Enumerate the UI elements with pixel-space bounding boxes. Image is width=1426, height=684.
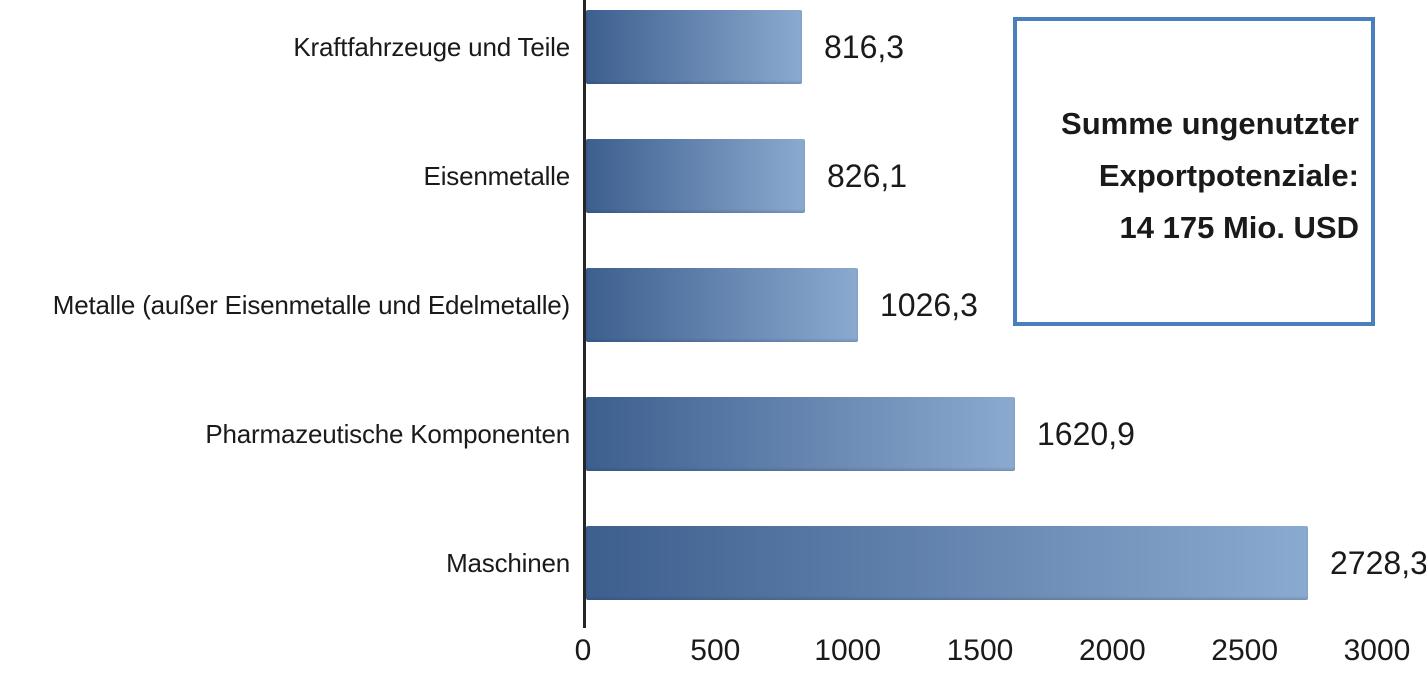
value-label: 816,3 bbox=[824, 28, 905, 65]
annotation-line-1: Summe ungenutzter bbox=[1061, 105, 1359, 141]
bar bbox=[586, 139, 805, 213]
value-label: 826,1 bbox=[827, 157, 908, 194]
summary-annotation-box: Summe ungenutzter Exportpotenziale: 14 1… bbox=[1013, 17, 1375, 326]
category-label: Kraftfahrzeuge und Teile bbox=[293, 31, 570, 62]
value-label: 2728,3 bbox=[1330, 544, 1426, 581]
annotation-line-3: 14 175 Mio. USD bbox=[1119, 209, 1359, 245]
x-tick-label: 0 bbox=[574, 634, 592, 667]
value-label: 1026,3 bbox=[880, 286, 978, 323]
category-label: Metalle (außer Eisenmetalle und Edelmeta… bbox=[52, 289, 570, 320]
bar bbox=[586, 526, 1308, 600]
x-tick-label: 1000 bbox=[814, 634, 882, 667]
category-label: Pharmazeutische Komponenten bbox=[205, 418, 570, 449]
value-label: 1620,9 bbox=[1037, 415, 1135, 452]
category-label: Eisenmetalle bbox=[423, 160, 571, 191]
x-tick-label: 1500 bbox=[946, 634, 1014, 667]
bar bbox=[586, 268, 858, 342]
bar bbox=[586, 10, 802, 84]
x-tick-label: 2500 bbox=[1211, 634, 1279, 667]
bar bbox=[586, 397, 1015, 471]
category-label: Maschinen bbox=[446, 547, 570, 578]
y-axis-line bbox=[583, 0, 586, 628]
x-tick-label: 3000 bbox=[1343, 634, 1411, 667]
annotation-line-2: Exportpotenziale: bbox=[1098, 157, 1359, 193]
x-tick-label: 2000 bbox=[1078, 634, 1146, 667]
x-tick-label: 500 bbox=[690, 634, 741, 667]
